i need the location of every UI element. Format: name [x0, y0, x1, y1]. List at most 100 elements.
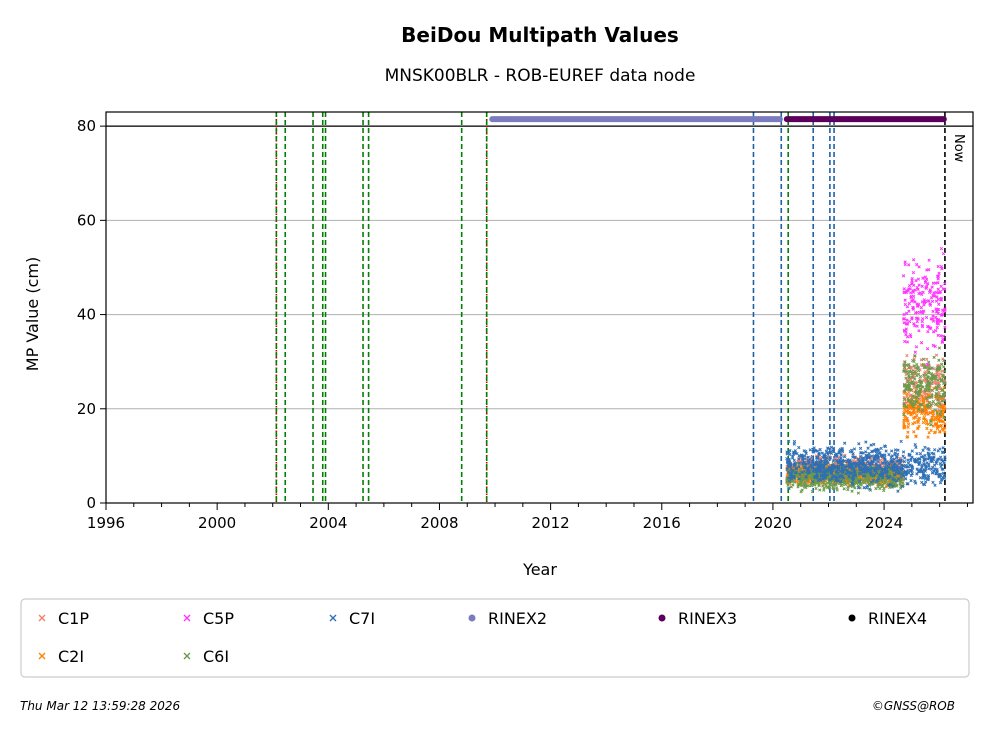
- point-c5p: [936, 274, 940, 278]
- point-c6i: [882, 486, 886, 490]
- point-c5p: [926, 329, 930, 334]
- point-c2i: [933, 418, 938, 422]
- point-c7i: [862, 486, 866, 490]
- point-c5p: [924, 315, 929, 320]
- point-c7i: [790, 469, 794, 473]
- point-c6i: [929, 372, 934, 376]
- legend-marker-c5p: [183, 614, 191, 622]
- point-c6i: [906, 370, 911, 375]
- point-c6i: [911, 382, 916, 386]
- x-tick-label: 2024: [865, 514, 903, 532]
- point-c7i: [918, 476, 923, 480]
- point-c6i: [915, 366, 919, 370]
- point-c7i: [892, 457, 896, 461]
- point-c7i: [827, 451, 831, 455]
- point-c5p: [902, 317, 906, 321]
- point-c6i: [798, 479, 802, 483]
- point-c7i: [788, 463, 793, 467]
- point-c6i: [917, 403, 922, 407]
- point-c7i: [807, 461, 811, 465]
- legend: C1P C5P C7I RINEX2 RINEX3 RINEX4 C2I C6I: [20, 598, 970, 678]
- point-c7i: [844, 472, 848, 476]
- point-c7i: [869, 468, 873, 472]
- point-c7i: [804, 462, 808, 466]
- point-c7i: [926, 451, 930, 455]
- point-c7i: [834, 452, 838, 456]
- point-c7i: [929, 467, 934, 471]
- point-c7i: [797, 461, 802, 465]
- point-c5p: [923, 280, 928, 285]
- point-c7i: [859, 454, 863, 459]
- point-c6i: [907, 363, 911, 367]
- legend-marker-rinex2: [468, 614, 476, 622]
- point-c7i: [806, 455, 810, 459]
- point-c7i: [812, 475, 817, 479]
- point-c6i: [913, 354, 917, 358]
- point-c7i: [909, 464, 914, 468]
- point-c2i: [943, 407, 947, 411]
- point-c7i: [885, 473, 889, 478]
- point-c6i: [822, 488, 826, 492]
- point-c7i: [922, 482, 927, 487]
- point-c2i: [927, 431, 931, 435]
- point-c2i: [922, 415, 926, 420]
- point-c5p: [934, 328, 938, 333]
- point-c7i: [828, 465, 833, 470]
- point-c6i: [810, 483, 814, 488]
- point-c6i: [874, 486, 878, 491]
- point-c7i: [786, 464, 790, 469]
- point-c7i: [917, 462, 921, 466]
- point-c6i: [807, 483, 811, 488]
- point-c6i: [909, 388, 913, 392]
- point-c6i: [799, 490, 803, 494]
- point-c5p: [925, 362, 930, 367]
- point-c7i: [862, 467, 866, 471]
- point-c6i: [803, 482, 807, 486]
- point-c7i: [889, 449, 894, 453]
- point-c2i: [934, 423, 939, 427]
- point-c5p: [911, 290, 916, 294]
- point-c6i: [920, 403, 924, 407]
- point-c1p: [905, 353, 909, 358]
- point-c6i: [913, 401, 917, 406]
- point-c2i: [906, 422, 911, 426]
- point-c7i: [926, 474, 931, 478]
- point-c6i: [930, 388, 935, 392]
- point-c7i: [914, 445, 918, 450]
- point-c6i: [867, 476, 871, 480]
- point-c5p: [907, 301, 911, 306]
- legend-marker-rinex4: [848, 614, 856, 622]
- point-c7i: [906, 458, 910, 462]
- y-axis-label: MP Value (cm): [23, 257, 42, 371]
- point-c6i: [925, 404, 929, 408]
- point-c5p: [917, 329, 921, 333]
- point-c5p: [905, 311, 909, 315]
- point-c7i: [941, 446, 945, 450]
- point-c2i: [920, 411, 924, 416]
- legend-label-c6i: C6I: [203, 647, 229, 666]
- point-c5p: [939, 297, 943, 302]
- point-c7i: [884, 466, 889, 471]
- point-c1p: [924, 380, 928, 384]
- point-c7i: [910, 449, 914, 453]
- point-c6i: [922, 373, 926, 377]
- point-c6i: [940, 399, 944, 403]
- point-c7i: [878, 466, 882, 471]
- point-c7i: [876, 454, 880, 459]
- point-c5p: [943, 281, 947, 286]
- point-c7i: [935, 469, 939, 473]
- point-c6i: [848, 477, 852, 481]
- point-c7i: [811, 469, 815, 473]
- point-c6i: [934, 377, 938, 381]
- point-c7i: [891, 484, 895, 488]
- point-c6i: [937, 358, 941, 362]
- point-c7i: [929, 459, 934, 463]
- point-c7i: [826, 461, 830, 465]
- point-c5p: [935, 325, 939, 330]
- point-c7i: [840, 446, 844, 451]
- point-c5p: [927, 299, 931, 303]
- point-c2i: [930, 415, 934, 420]
- point-c5p: [921, 290, 925, 294]
- point-c7i: [881, 471, 885, 475]
- point-c7i: [913, 481, 918, 485]
